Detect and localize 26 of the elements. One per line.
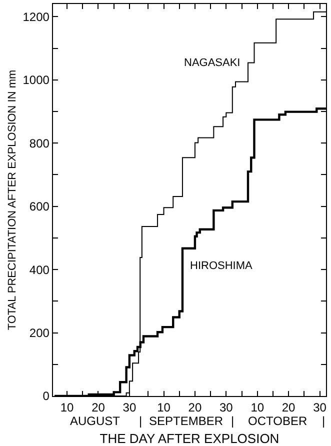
- y-tick-label: 0: [42, 389, 50, 404]
- text: SEPTEMBER: [149, 414, 224, 428]
- y-tick-label: 1200: [22, 10, 50, 24]
- x-tick-label: 20: [92, 400, 106, 415]
- x-tick-label: 30: [219, 400, 234, 415]
- text: |: [139, 414, 142, 428]
- x-tick-label: 10: [60, 400, 74, 415]
- x-tick-label: 10: [250, 400, 264, 415]
- y-tick-label: 1000: [22, 73, 50, 88]
- y-axis-title: TOTAL PRECIPITATION AFTER EXPLOSION IN mm: [6, 70, 18, 330]
- text: OCTOBER: [248, 414, 308, 428]
- x-tick-label: 20: [282, 400, 296, 415]
- series-label: HIROSHIMA: [190, 260, 253, 272]
- y-tick-label: 600: [29, 200, 50, 214]
- text: AUGUST: [70, 414, 121, 428]
- y-tick-label: 800: [29, 136, 50, 150]
- y-tick-label: 200: [29, 326, 50, 340]
- y-tick-label: 400: [29, 262, 50, 277]
- x-axis-title: THE DAY AFTER EXPLOSION: [100, 431, 280, 446]
- series-label: NAGASAKI: [184, 57, 240, 69]
- x-tick-label: 30: [122, 400, 136, 415]
- x-tick-label: 20: [188, 400, 202, 415]
- x-tick-label: 30: [313, 400, 327, 415]
- text: |: [322, 414, 326, 428]
- text: |: [231, 414, 234, 428]
- x-tick-label: 10: [157, 400, 171, 415]
